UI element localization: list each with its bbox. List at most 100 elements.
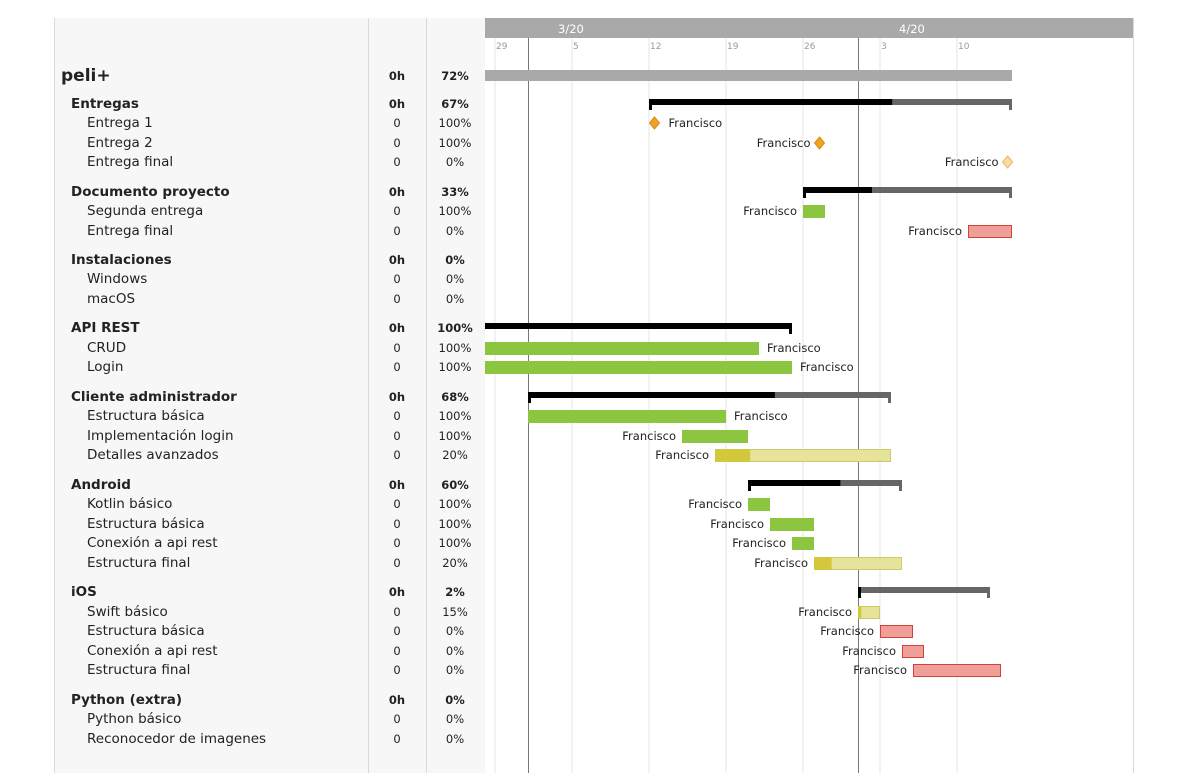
group-summary-cap-right <box>1009 99 1012 110</box>
task-row[interactable]: Estructura básica 0 0% <box>55 621 486 641</box>
task-row[interactable]: Implementación login 0 100% <box>55 426 486 446</box>
resource-label: Francisco <box>908 224 962 238</box>
task-row[interactable]: Entrega final 0 0% <box>55 221 486 241</box>
task-name: Instalaciones <box>71 252 172 268</box>
task-row[interactable]: Windows 0 0% <box>55 269 486 289</box>
task-list-pane: peli+ 0h 72% Entregas 0h 67% Entrega 1 0 100% Ent… <box>54 18 486 773</box>
task-percent-complete: 100% <box>438 497 472 511</box>
task-row[interactable]: Conexión a api rest 0 0% <box>55 641 486 661</box>
group-row[interactable]: Instalaciones 0h 0% <box>55 250 486 270</box>
task-bar-late <box>880 625 913 638</box>
task-percent-complete: 0% <box>445 155 465 169</box>
task-hours: 0 <box>393 136 401 150</box>
resource-label: Francisco <box>622 429 676 443</box>
task-name: Windows <box>87 271 148 287</box>
task-percent-complete: 0% <box>445 253 465 267</box>
group-row[interactable]: API REST 0h 100% <box>55 318 486 338</box>
group-summary-cap-left <box>858 587 861 598</box>
task-name: Entregas <box>71 96 139 112</box>
group-summary-progress <box>748 480 841 486</box>
task-bar-done <box>528 410 726 423</box>
task-name: Conexión a api rest <box>87 643 218 659</box>
group-row[interactable]: Cliente administrador 0h 68% <box>55 387 486 407</box>
task-hours: 0 <box>393 624 401 638</box>
task-row[interactable]: Entrega final 0 0% <box>55 152 486 172</box>
task-bar-progress <box>715 449 751 462</box>
task-row[interactable]: Reconocedor de imagenes 0 0% <box>55 729 486 749</box>
task-bar-late <box>968 225 1012 238</box>
day-tick-label: 29 <box>496 42 508 52</box>
task-row[interactable]: Login 0 100% <box>55 357 486 377</box>
day-tick-label: 10 <box>958 42 970 52</box>
group-summary-cap-left <box>649 99 652 110</box>
task-hours: 0h <box>388 478 406 492</box>
task-percent-complete: 100% <box>437 321 473 335</box>
task-percent-complete: 0% <box>445 712 465 726</box>
milestone-diamond <box>1001 155 1014 169</box>
group-row[interactable]: Entregas 0h 67% <box>55 94 486 114</box>
task-row[interactable]: Detalles avanzados 0 20% <box>55 445 486 465</box>
task-bar-done <box>803 205 825 218</box>
project-row[interactable]: peli+ 0h 72% <box>55 66 486 86</box>
task-hours: 0h <box>388 390 406 404</box>
task-row[interactable]: Swift básico 0 15% <box>55 602 486 622</box>
task-name: Android <box>71 477 131 493</box>
task-name: iOS <box>71 584 97 600</box>
group-row[interactable]: Documento proyecto 0h 33% <box>55 182 486 202</box>
task-row[interactable]: Estructura final 0 20% <box>55 553 486 573</box>
task-percent-complete: 20% <box>442 448 468 462</box>
task-bar-done <box>770 518 814 531</box>
task-name: Reconocedor de imagenes <box>87 731 267 747</box>
task-row[interactable]: CRUD 0 100% <box>55 338 486 358</box>
task-name: Entrega 1 <box>87 115 153 131</box>
resource-label: Francisco <box>757 136 811 150</box>
group-row[interactable]: Android 0h 60% <box>55 475 486 495</box>
resource-label: Francisco <box>767 341 821 355</box>
task-hours: 0h <box>388 693 406 707</box>
task-name: Estructura básica <box>87 408 205 424</box>
task-percent-complete: 72% <box>441 69 469 83</box>
task-percent-complete: 0% <box>445 292 465 306</box>
timeline-header <box>485 18 1134 38</box>
task-name: Segunda entrega <box>87 203 204 219</box>
task-hours: 0 <box>393 732 401 746</box>
task-row[interactable]: Estructura básica 0 100% <box>55 514 486 534</box>
resource-label: Francisco <box>743 204 797 218</box>
task-row[interactable]: Entrega 2 0 100% <box>55 133 486 153</box>
task-percent-complete: 0% <box>445 732 465 746</box>
task-hours: 0 <box>393 341 401 355</box>
task-name: Documento proyecto <box>71 184 230 200</box>
resource-label: Francisco <box>798 605 852 619</box>
task-percent-complete: 0% <box>445 224 465 238</box>
resource-label: Francisco <box>710 517 764 531</box>
task-row[interactable]: Segunda entrega 0 100% <box>55 201 486 221</box>
task-row[interactable]: Estructura final 0 0% <box>55 660 486 680</box>
task-name: Estructura final <box>87 662 191 678</box>
task-bar-late <box>902 645 924 658</box>
task-row[interactable]: Conexión a api rest 0 100% <box>55 533 486 553</box>
task-row[interactable]: macOS 0 0% <box>55 289 486 309</box>
task-percent-complete: 100% <box>438 360 472 374</box>
task-name: Cliente administrador <box>71 389 237 405</box>
group-row[interactable]: Python (extra) 0h 0% <box>55 690 486 710</box>
group-summary-cap-left <box>803 187 806 198</box>
task-hours: 0 <box>393 224 401 238</box>
task-row[interactable]: Python básico 0 0% <box>55 709 486 729</box>
task-bar-done <box>792 537 814 550</box>
task-percent-complete: 68% <box>441 390 469 404</box>
task-name: Swift básico <box>87 604 168 620</box>
task-name: Estructura final <box>87 555 191 571</box>
task-bar-remaining <box>858 606 880 619</box>
group-row[interactable]: iOS 0h 2% <box>55 582 486 602</box>
task-row[interactable]: Kotlin básico 0 100% <box>55 494 486 514</box>
day-tick-label: 26 <box>804 42 816 52</box>
task-percent-complete: 0% <box>445 644 465 658</box>
task-hours: 0 <box>393 360 401 374</box>
task-hours: 0 <box>393 272 401 286</box>
resource-label: Francisco <box>853 663 907 677</box>
column-divider <box>368 18 369 773</box>
task-row[interactable]: Estructura básica 0 100% <box>55 406 486 426</box>
group-summary-bar <box>803 187 1012 193</box>
task-row[interactable]: Entrega 1 0 100% <box>55 113 486 133</box>
